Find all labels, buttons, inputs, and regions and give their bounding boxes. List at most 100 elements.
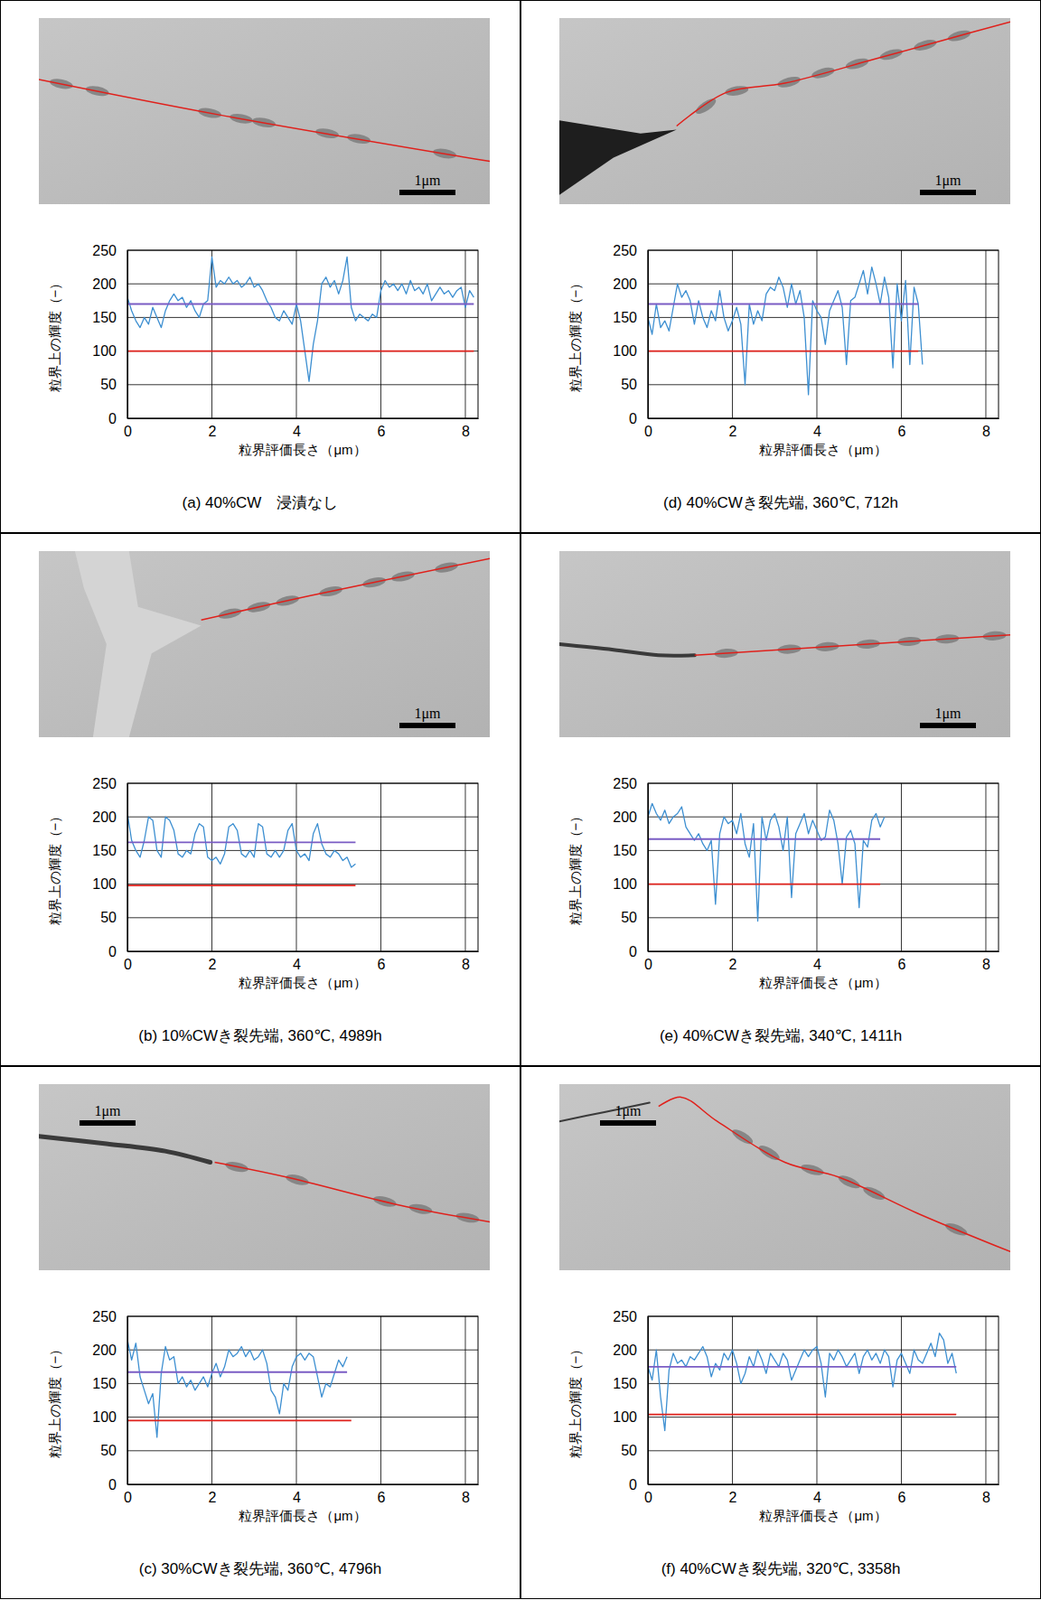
grid-line-x bbox=[464, 783, 466, 952]
y-tick: 200 bbox=[92, 809, 128, 826]
x-tick: 4 bbox=[813, 1484, 822, 1506]
x-axis-line bbox=[648, 951, 1000, 953]
x-tick: 6 bbox=[377, 418, 386, 440]
grid-line-y bbox=[127, 1450, 479, 1452]
y-tick: 150 bbox=[92, 1376, 128, 1392]
y-axis-line bbox=[647, 251, 649, 420]
grid-line-x bbox=[900, 250, 902, 419]
series-line bbox=[127, 303, 474, 306]
micrograph-patch bbox=[75, 551, 202, 738]
y-tick-label: 0 bbox=[628, 944, 638, 960]
y-tick-label: 50 bbox=[100, 1443, 117, 1459]
panel: 1μm05010015020025002468粒界評価長さ（μm）粒界上の輝度（… bbox=[521, 0, 1041, 534]
y-tick: 250 bbox=[92, 243, 128, 259]
micrograph bbox=[559, 18, 1011, 205]
grid-line-x bbox=[464, 250, 466, 419]
x-tick-label: 8 bbox=[982, 423, 991, 440]
plot-marks bbox=[127, 256, 474, 382]
plot-marks bbox=[647, 1333, 957, 1432]
y-tick: 50 bbox=[100, 1443, 128, 1459]
grid-line-y bbox=[647, 350, 999, 352]
y-tick: 200 bbox=[92, 1342, 128, 1359]
grid-line-x bbox=[731, 783, 733, 952]
grid-line-x bbox=[815, 1316, 817, 1485]
x-tick: 6 bbox=[898, 418, 907, 440]
micrograph bbox=[38, 1084, 490, 1271]
grid-line-x bbox=[211, 783, 213, 952]
x-tick: 2 bbox=[208, 418, 217, 440]
x-axis: 02468 bbox=[123, 951, 479, 973]
x-axis-line bbox=[128, 1484, 479, 1486]
x-tick-label: 0 bbox=[123, 423, 132, 440]
grid-line-y bbox=[127, 350, 479, 352]
y-tick: 200 bbox=[612, 276, 648, 292]
x-tick-label: 6 bbox=[377, 1490, 386, 1506]
plot-marks bbox=[647, 267, 923, 395]
x-tick: 2 bbox=[729, 951, 738, 973]
plot-marks bbox=[127, 1340, 352, 1438]
micrograph-background bbox=[38, 18, 490, 205]
x-tick: 0 bbox=[123, 951, 132, 973]
figure: 1μm05010015020025002468粒界評価長さ（μm）粒界上の輝度（… bbox=[0, 0, 1041, 1600]
scale-bar bbox=[600, 1120, 657, 1126]
y-tick: 100 bbox=[612, 343, 648, 359]
x-tick-label: 2 bbox=[729, 1490, 738, 1506]
y-tick-label: 200 bbox=[92, 276, 117, 292]
y-tick: 50 bbox=[620, 1443, 648, 1459]
y-axis: 050100150200250 bbox=[612, 1309, 648, 1493]
y-axis: 050100150200250 bbox=[92, 776, 128, 960]
plot-frame bbox=[127, 1316, 479, 1485]
grid-line-x bbox=[900, 783, 902, 952]
x-tick-label: 6 bbox=[377, 956, 386, 973]
x-tick-label: 0 bbox=[123, 1490, 132, 1506]
panel: 1μm05010015020025002468粒界評価長さ（μm）粒界上の輝度（… bbox=[0, 1067, 521, 1600]
panel-border bbox=[521, 1067, 1041, 1600]
x-tick: 0 bbox=[644, 1484, 653, 1506]
grid-line-y bbox=[127, 1350, 479, 1351]
y-tick-label: 0 bbox=[108, 411, 117, 427]
grid-line-x bbox=[380, 1316, 382, 1485]
x-tick: 0 bbox=[644, 418, 653, 440]
y-tick: 100 bbox=[612, 1409, 648, 1426]
x-tick: 4 bbox=[292, 1484, 301, 1506]
grid-line-x bbox=[295, 1316, 297, 1485]
grid-line-x bbox=[815, 783, 817, 952]
x-tick-label: 0 bbox=[644, 1490, 653, 1506]
grid-line-x bbox=[984, 783, 986, 952]
series-line bbox=[127, 884, 356, 887]
grid-line-x bbox=[900, 1316, 902, 1485]
panel-caption: (f) 40%CWき裂先端, 320℃, 3358h bbox=[661, 1560, 901, 1578]
grid-line-y bbox=[127, 1383, 479, 1385]
grid-line-y bbox=[127, 283, 479, 285]
y-tick-label: 0 bbox=[628, 411, 638, 427]
x-tick: 2 bbox=[729, 418, 738, 440]
y-tick: 250 bbox=[612, 1309, 648, 1325]
grid-line-y bbox=[647, 917, 999, 919]
series-line bbox=[647, 1333, 957, 1432]
y-tick-label: 200 bbox=[92, 809, 117, 826]
grid-line-y bbox=[647, 384, 999, 385]
panel-caption: (a) 40%CW 浸漬なし bbox=[182, 494, 339, 512]
x-tick-label: 2 bbox=[729, 956, 738, 973]
x-tick-label: 2 bbox=[208, 1490, 217, 1506]
y-tick: 150 bbox=[612, 1376, 648, 1392]
series-line bbox=[647, 1414, 957, 1417]
crack bbox=[38, 1136, 211, 1163]
x-axis: 0 2 4 6 8 bbox=[123, 1484, 479, 1506]
grid-line-x bbox=[211, 1316, 213, 1485]
y-tick-label: 150 bbox=[612, 1376, 638, 1392]
x-tick: 0 bbox=[123, 418, 132, 440]
y-tick-label: 100 bbox=[612, 876, 638, 892]
x-tick: 6 bbox=[377, 1484, 386, 1506]
series-line bbox=[647, 883, 881, 886]
x-tick: 2 bbox=[208, 1484, 217, 1506]
x-tick-label: 8 bbox=[461, 1490, 470, 1506]
y-tick-label: 0 bbox=[628, 1477, 638, 1493]
y-tick-label: 50 bbox=[100, 376, 117, 393]
plot-area bbox=[647, 1316, 999, 1485]
x-tick-label: 4 bbox=[813, 423, 822, 440]
y-tick-label: 100 bbox=[612, 1409, 638, 1426]
grid-line-x bbox=[380, 250, 382, 419]
y-tick: 250 bbox=[612, 243, 648, 259]
plot-frame bbox=[647, 1316, 999, 1485]
